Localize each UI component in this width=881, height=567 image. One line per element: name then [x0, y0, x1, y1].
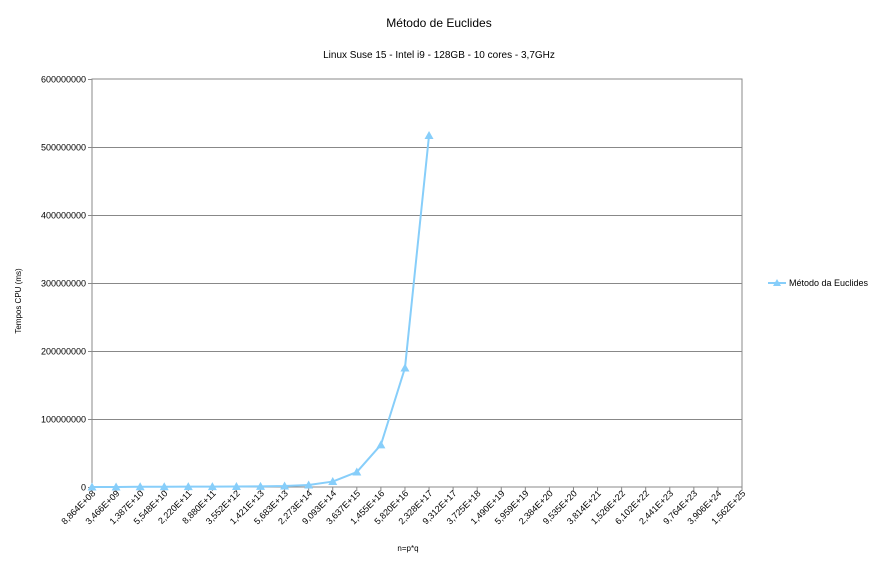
- legend-label: Método da Euclides: [789, 278, 869, 288]
- y-tick-label: 500000000: [41, 143, 86, 153]
- data-point: [376, 440, 386, 449]
- data-point: [424, 130, 434, 139]
- y-tick-label: 300000000: [41, 279, 86, 289]
- data-point: [183, 482, 193, 491]
- y-tick-label: 0: [81, 483, 86, 493]
- y-tick-label: 200000000: [41, 347, 86, 357]
- legend: Método da Euclides: [768, 278, 869, 288]
- y-axis-title: Tempos CPU (ms): [14, 268, 23, 334]
- data-point: [256, 481, 266, 490]
- y-tick-label: 600000000: [41, 75, 86, 85]
- data-point: [328, 477, 338, 486]
- chart-subtitle: Linux Suse 15 - Intel i9 - 128GB - 10 co…: [323, 50, 555, 61]
- chart-title: Método de Euclides: [386, 16, 491, 30]
- data-point: [159, 482, 169, 491]
- y-tick-label: 400000000: [41, 211, 86, 221]
- data-point: [400, 363, 410, 372]
- data-point: [135, 482, 145, 491]
- data-point: [207, 482, 217, 491]
- data-point: [111, 482, 121, 491]
- data-point: [304, 480, 314, 489]
- plot-area: 0 100000000 200000000 300000000 400000000 500…: [41, 75, 747, 527]
- data-point: [231, 482, 241, 491]
- data-point: [352, 467, 362, 476]
- x-axis-title: n=p*q: [397, 544, 418, 553]
- legend-marker: [773, 279, 781, 286]
- data-point: [87, 482, 97, 491]
- data-point: [280, 481, 290, 490]
- y-tick-label: 100000000: [41, 415, 86, 425]
